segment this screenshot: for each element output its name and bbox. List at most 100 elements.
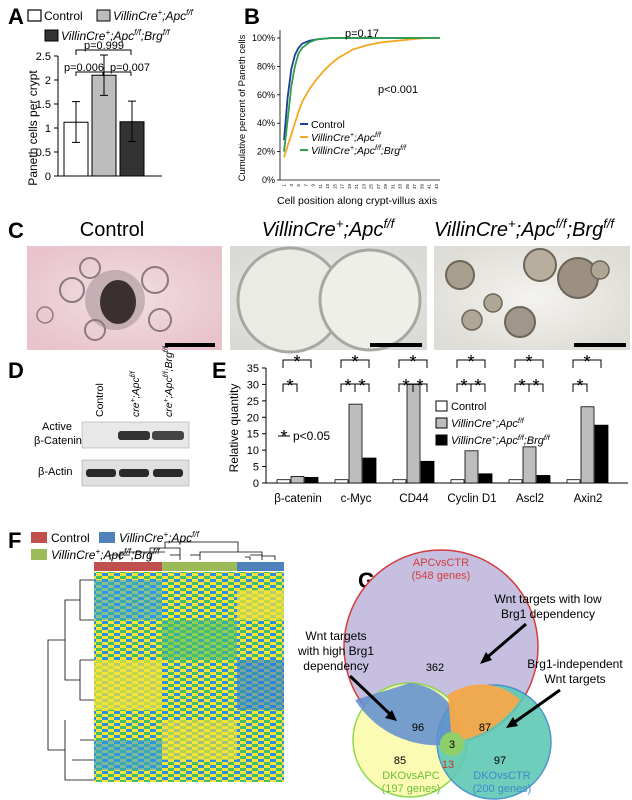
venn-arrow <box>511 688 561 726</box>
venn-count-13: 13 <box>442 759 454 771</box>
venn-center <box>440 732 464 756</box>
panel-e-bar <box>276 479 291 484</box>
panel-e-category-label: Ascl2 <box>516 493 544 505</box>
panel-e-bar <box>290 476 305 484</box>
panel-d-western: Control cre+;Apcf/f cre+;Apcf/f;Brgf/f A… <box>34 345 190 487</box>
panel-a-bracket-top <box>75 49 132 55</box>
panel-b-ytick-label: 80% <box>257 61 275 71</box>
panel-a-p-left: p=0.006 <box>64 62 104 74</box>
panel-b-xtick-label: 1 <box>282 184 287 187</box>
panel-e-legend-apc: VillinCre+;Apcf/f <box>451 418 525 430</box>
panel-b-xtick-label: 27 <box>376 184 381 190</box>
panel-e-star: * <box>358 376 365 396</box>
panel-d-row-bactin: β-Actin <box>38 466 72 478</box>
panel-e-bracket-inner <box>282 383 298 392</box>
venn-count-362: 362 <box>426 662 444 674</box>
panel-b-ytick-label: 20% <box>257 147 275 157</box>
panel-e-star: * <box>460 376 467 396</box>
venn-label-dkoapc-n: (197 genes) <box>382 783 441 795</box>
condition-bar-control <box>94 562 162 571</box>
legend-swatch-brg <box>44 29 59 42</box>
venn-label-dkoapc: DKOvsAPC <box>382 770 440 782</box>
panel-e-bracket-outer <box>282 359 312 368</box>
panel-b-xtick-label: 31 <box>390 184 395 190</box>
panel-e-star: * <box>583 352 590 372</box>
panel-a-bracket-right <box>103 71 132 76</box>
venn-note-indep-1: Brg1-independent <box>527 657 623 671</box>
panel-b-chart: Cumulative percent of Paneth cells 0% 20%… <box>237 28 440 207</box>
scale-bar <box>574 343 626 347</box>
venn-note-high-2: with high Brg1 <box>297 644 374 658</box>
panel-e-sig-text: p<0.05 <box>293 429 330 443</box>
panel-a-p-right: p=0.007 <box>110 62 150 74</box>
panel-c-title-control: Control <box>80 219 144 241</box>
panel-b-xtick-label: 35 <box>405 184 410 190</box>
organoid-image-brg <box>434 246 630 350</box>
panel-e-category-label: Cyclin D1 <box>447 493 496 505</box>
panel-a-bar <box>91 74 117 177</box>
blot-band <box>153 469 183 477</box>
panel-e-bracket-inner <box>354 383 370 392</box>
panel-e-ylabel: Relative quantity <box>227 384 241 473</box>
panel-b-legend: Control VillinCre+;Apcf/f VillinCre+;Apc… <box>300 119 407 157</box>
panel-e-star: * <box>518 376 525 396</box>
panel-e-legend-control: Control <box>451 401 486 413</box>
panel-e-star: * <box>416 376 423 396</box>
panel-e-bar <box>580 406 595 484</box>
panel-e-star: * <box>344 376 351 396</box>
panel-label-a: A <box>8 4 24 29</box>
panel-b-xtick-label: 19 <box>347 184 352 190</box>
panel-c-title-apc: VillinCre+;Apcf/f <box>262 216 396 241</box>
panel-e-ytick-label: 25 <box>247 396 259 408</box>
panel-b-xtick-label: 13 <box>325 184 330 190</box>
organoid-image-control <box>27 246 222 350</box>
panel-e-bar <box>420 460 435 484</box>
panel-e-bracket-inner <box>412 383 428 392</box>
panel-e-ytick-label: 15 <box>247 429 259 441</box>
panel-e-bar <box>304 477 319 484</box>
panel-b-xtick-label: 23 <box>361 184 366 190</box>
panel-e-category-label: Axin2 <box>574 493 603 505</box>
venn-count-3: 3 <box>449 739 455 751</box>
panel-b-xtick-label: 25 <box>369 184 374 190</box>
panel-e-star: * <box>525 352 532 372</box>
panel-b-series-line <box>283 37 440 158</box>
panel-e-bar <box>464 450 479 484</box>
condition-bar-brg <box>162 562 237 571</box>
panel-e-sig-star: * <box>280 427 287 447</box>
panel-a-ylabel: Paneth cells per crypt <box>26 70 40 186</box>
panel-a-ytick-label: 0.5 <box>36 147 51 159</box>
panel-e-bar <box>478 473 493 484</box>
organoid-image-apc <box>230 246 427 354</box>
panel-e-star: * <box>286 376 293 396</box>
panel-f-legend: Control VillinCre+;Apcf/f VillinCre+;Apc… <box>31 530 200 562</box>
venn-note-indep-2: Wnt targets <box>544 672 605 686</box>
panel-e-bar <box>334 479 349 484</box>
panel-label-f: F <box>8 528 21 553</box>
venn-label-apc-n: (548 genes) <box>412 570 471 582</box>
panel-label-e: E <box>212 358 227 383</box>
panel-e-bar <box>450 479 465 484</box>
panel-e-star: * <box>351 352 358 372</box>
panel-d-col-control: Control <box>94 383 106 417</box>
venn-label-apc: APCvsCTR <box>413 557 469 569</box>
panel-e-star: * <box>532 376 539 396</box>
panel-e-legend-brg: VillinCre+;Apcf/f;Brgf/f <box>451 435 551 447</box>
panel-b-xtick-label: 11 <box>318 184 323 189</box>
panel-b-ytick-label: 0% <box>262 175 275 185</box>
panel-e-ytick-label: 5 <box>253 462 259 474</box>
panel-label-c: C <box>8 218 24 243</box>
panel-e-bracket-outer <box>398 359 428 368</box>
panel-e-star: * <box>293 352 300 372</box>
panel-e-bar <box>362 457 377 484</box>
legend-brg-label: VillinCre+;Apcf/f;Brgf/f <box>61 28 170 43</box>
venn-note-high-3: dependency <box>303 659 368 673</box>
venn-count-87: 87 <box>479 722 491 734</box>
panel-b-xtick-label: 41 <box>427 184 432 190</box>
panel-b-xtick-label: 39 <box>419 184 424 190</box>
legend-swatch-apc <box>96 9 111 22</box>
top-legend: Control VillinCre+;Apcf/f VillinCre+;Apc… <box>27 8 194 43</box>
panel-b-xlabel: Cell position along crypt-villus axis <box>277 195 437 207</box>
panel-b-xtick-label: 17 <box>340 184 345 190</box>
